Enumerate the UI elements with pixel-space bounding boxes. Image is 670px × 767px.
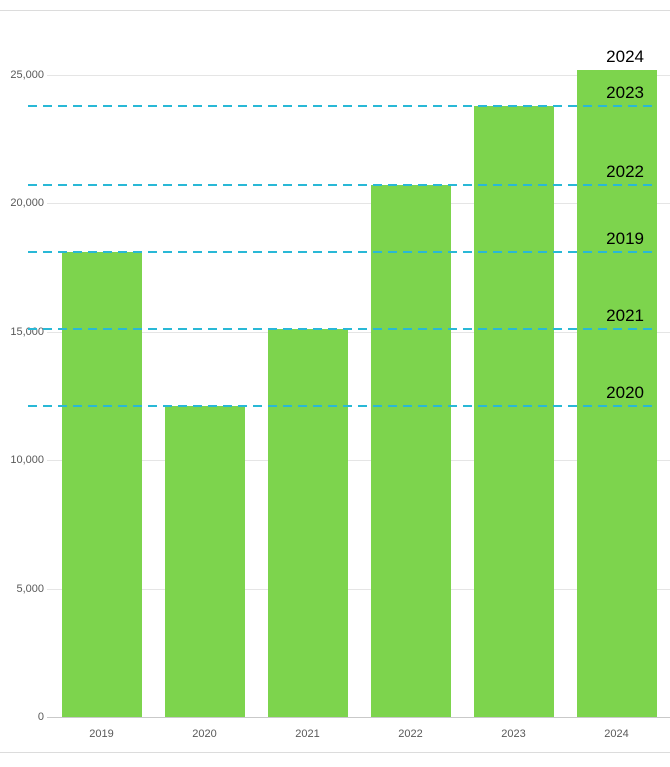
reference-line-label-2021: 2021 xyxy=(606,306,644,326)
x-axis-tick-label: 2023 xyxy=(501,728,526,740)
y-gridline xyxy=(47,717,670,718)
bar-2022 xyxy=(370,185,451,717)
y-axis-tick-label: 10,000 xyxy=(10,454,44,467)
y-axis-tick-label: 5,000 xyxy=(16,582,44,595)
x-axis-tick-label: 2022 xyxy=(398,728,423,740)
reference-line-2019 xyxy=(28,251,652,254)
y-gridline xyxy=(47,588,670,590)
reference-line-2020 xyxy=(28,405,652,408)
reference-line-label-2023: 2023 xyxy=(606,82,644,102)
x-axis-tick-label: 2021 xyxy=(295,728,320,740)
bar-2023 xyxy=(473,105,554,717)
bar-2024 xyxy=(576,69,657,717)
reference-line-2022 xyxy=(28,184,652,187)
reference-line-2021 xyxy=(28,328,652,331)
bar-2021 xyxy=(267,329,348,717)
bar-2020 xyxy=(164,406,245,717)
reference-line-label-2019: 2019 xyxy=(606,229,644,249)
x-axis-tick-label: 2024 xyxy=(604,728,629,740)
reference-line-label-2020: 2020 xyxy=(606,383,644,403)
y-gridline xyxy=(47,75,670,76)
y-gridline xyxy=(47,203,670,205)
x-axis-tick-label: 2020 xyxy=(192,728,217,740)
y-axis-tick-label: 0 xyxy=(37,711,44,723)
reference-line-label-2024: 2024 xyxy=(606,46,644,66)
chart-bottom-border xyxy=(0,752,670,753)
y-axis-tick-label: 25,000 xyxy=(10,69,44,81)
reference-line-label-2022: 2022 xyxy=(606,162,644,182)
chart-top-border xyxy=(0,10,670,11)
reference-line-2023 xyxy=(28,104,652,107)
y-axis-tick-label: 20,000 xyxy=(10,197,44,210)
y-gridline xyxy=(47,331,670,333)
bar-2019 xyxy=(61,252,142,717)
x-axis-tick-label: 2019 xyxy=(89,728,114,740)
y-gridline xyxy=(47,460,670,462)
